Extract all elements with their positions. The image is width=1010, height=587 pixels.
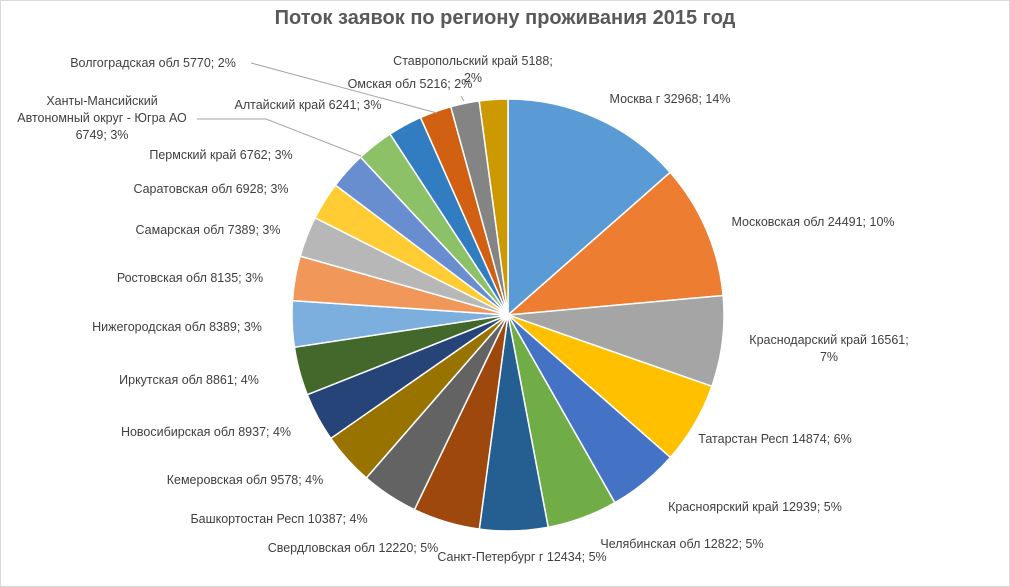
- data-label: Иркутская обл 8861; 4%: [119, 373, 259, 387]
- data-label: Пермский край 6762; 3%: [149, 148, 292, 162]
- pie-slice: [478, 98, 509, 316]
- data-label: Кемеровская обл 9578; 4%: [167, 473, 324, 487]
- leader-line: [250, 62, 438, 114]
- data-label: Краснодарский край 16561; 7%: [749, 333, 908, 364]
- data-label: Саратовская обл 6928; 3%: [133, 182, 288, 196]
- data-label: Свердловская обл 12220; 5%: [268, 541, 439, 555]
- data-label: Московская обл 24491; 10%: [731, 215, 894, 229]
- data-label: Нижегородская обл 8389; 3%: [92, 320, 262, 334]
- chart-title: Поток заявок по региону проживания 2015 …: [274, 7, 736, 29]
- data-label: Москва г 32968; 14%: [610, 92, 731, 106]
- data-label: Санкт-Петербург г 12434; 5%: [437, 550, 606, 564]
- pie-slice: [505, 171, 724, 316]
- data-label: Ставропольский край 5188; 2%: [393, 54, 553, 85]
- data-label: Красноярский край 12939; 5%: [668, 500, 842, 514]
- data-label: Алтайский край 6241; 3%: [235, 98, 382, 112]
- data-label: Челябинская обл 12822; 5%: [600, 537, 763, 551]
- data-label: Волгоградская обл 5770; 2%: [70, 56, 236, 70]
- data-label: Татарстан Респ 14874; 6%: [698, 432, 851, 446]
- leader-line: [197, 118, 362, 157]
- data-label: Башкортостан Респ 10387; 4%: [190, 512, 367, 526]
- data-label: Самарская обл 7389; 3%: [136, 223, 281, 237]
- data-label: Новосибирская обл 8937; 4%: [121, 425, 291, 439]
- pie-slice: [507, 98, 672, 317]
- data-label: Омская обл 5216; 2%: [348, 77, 473, 91]
- data-label: Ханты-Мансийский Автономный округ - Югра …: [17, 94, 187, 142]
- data-label: Ростовская обл 8135; 3%: [117, 271, 263, 285]
- leader-line: [460, 95, 465, 102]
